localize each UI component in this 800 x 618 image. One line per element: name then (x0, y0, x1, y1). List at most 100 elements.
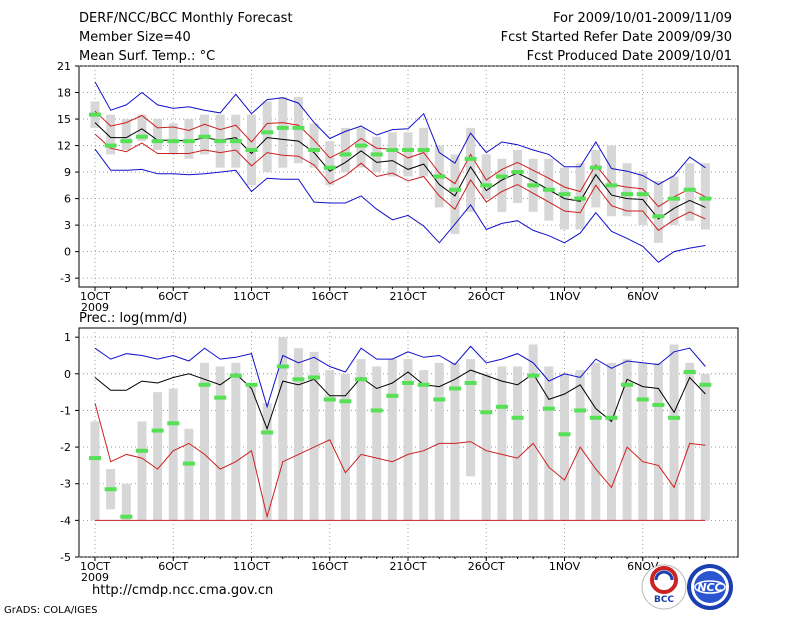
median-marker (542, 187, 555, 192)
median-marker (229, 373, 242, 378)
median-marker (480, 183, 493, 188)
y-tick-label: 21 (57, 60, 71, 73)
y-tick-label: 0 (64, 368, 71, 381)
spread-bar (293, 348, 303, 521)
spread-bar (685, 362, 695, 521)
spread-bar (466, 127, 476, 212)
series-line-min (94, 148, 706, 263)
median-marker (135, 448, 148, 453)
y-tick-label: 6 (64, 193, 71, 206)
x-tick-label: 6OCT (158, 290, 188, 303)
variable-label: Mean Surf. Temp.: °C (79, 49, 216, 64)
median-marker (245, 382, 258, 387)
median-marker (229, 139, 242, 144)
median-marker (339, 399, 352, 404)
spread-bar (90, 421, 100, 521)
y-tick-label: -4 (60, 514, 71, 527)
spread-bar (293, 96, 303, 164)
spread-bar (497, 158, 507, 212)
median-marker (683, 369, 696, 374)
series-line-mean (94, 369, 706, 431)
x-tick-sublabel: 2009 (81, 301, 109, 314)
spread-bar (137, 114, 147, 142)
ncc-logo: NCC (687, 564, 733, 610)
median-marker (621, 192, 634, 197)
spread-bar (403, 132, 413, 177)
x-tick-label: 1NOV (549, 560, 581, 573)
spread-bar (466, 359, 476, 477)
median-marker (151, 428, 164, 433)
y-tick-label: -3 (60, 272, 71, 285)
median-marker (151, 139, 164, 144)
spread-bar (153, 119, 163, 150)
median-marker (402, 147, 414, 152)
median-marker (104, 487, 117, 492)
bcc-logo: BCC (641, 564, 687, 610)
spread-bar (450, 154, 460, 234)
ncc-logo-text: NCC (697, 581, 722, 594)
median-marker (480, 410, 493, 415)
x-tick-label: 26OCT (468, 290, 505, 303)
y-tick-label: 12 (57, 140, 71, 153)
spread-bar (121, 483, 131, 521)
y-tick-label: 3 (64, 219, 71, 232)
y-tick-label: -5 (60, 551, 71, 564)
spread-bar (200, 362, 210, 521)
series-line-max (94, 345, 706, 409)
spread-bar (528, 344, 538, 521)
fcst-produced-date: Fcst Produced Date 2009/10/01 (526, 49, 732, 64)
spread-bar (606, 145, 616, 217)
spread-bar (262, 101, 272, 173)
spread-bar (325, 370, 335, 521)
median-marker (636, 192, 649, 197)
spread-bar (669, 176, 679, 226)
median-marker (182, 139, 195, 144)
x-tick-label: 1OCT (80, 290, 110, 303)
median-marker (167, 139, 180, 144)
footer-url[interactable]: http://cmdp.ncc.cma.gov.cn (92, 583, 274, 598)
x-tick-label: 6OCT (158, 560, 188, 573)
spread-bar (575, 163, 585, 230)
spread-bar (153, 392, 163, 521)
spread-bar (513, 366, 523, 521)
median-marker (542, 406, 555, 411)
median-marker (323, 397, 336, 402)
median-marker (699, 382, 712, 387)
spread-bar (653, 362, 663, 521)
spread-bar (575, 370, 585, 521)
median-marker (433, 397, 446, 402)
median-marker (668, 196, 681, 201)
spread-bar (419, 370, 429, 521)
forecast-period: For 2009/10/01-2009/11/09 (553, 11, 732, 26)
median-marker (308, 375, 321, 380)
median-marker (668, 415, 681, 420)
median-marker (417, 147, 430, 152)
spread-bar (591, 149, 601, 208)
spread-bar (544, 366, 554, 521)
median-marker (120, 514, 133, 519)
median-marker (292, 125, 305, 130)
spread-bar (184, 119, 194, 159)
grads-credit: GrADS: COLA/IGES (4, 605, 98, 616)
y-tick-label: 15 (57, 113, 71, 126)
median-marker (464, 380, 477, 385)
spread-bar (450, 362, 460, 521)
median-marker (308, 147, 321, 152)
x-tick-label: 16OCT (311, 560, 348, 573)
median-marker (636, 397, 649, 402)
spread-bar (356, 359, 366, 521)
spread-bar (200, 114, 210, 155)
spread-bar (356, 127, 366, 168)
series-line-min (94, 402, 706, 519)
spread-bar (638, 172, 648, 226)
member-size: Member Size=40 (79, 30, 191, 45)
spread-bar (638, 362, 648, 521)
spread-bar (340, 373, 350, 521)
median-marker (402, 380, 414, 385)
median-marker (276, 364, 289, 369)
x-tick-label: 16OCT (311, 290, 348, 303)
median-marker (558, 432, 571, 437)
median-marker (104, 143, 117, 148)
y-tick-label: -2 (60, 441, 71, 454)
